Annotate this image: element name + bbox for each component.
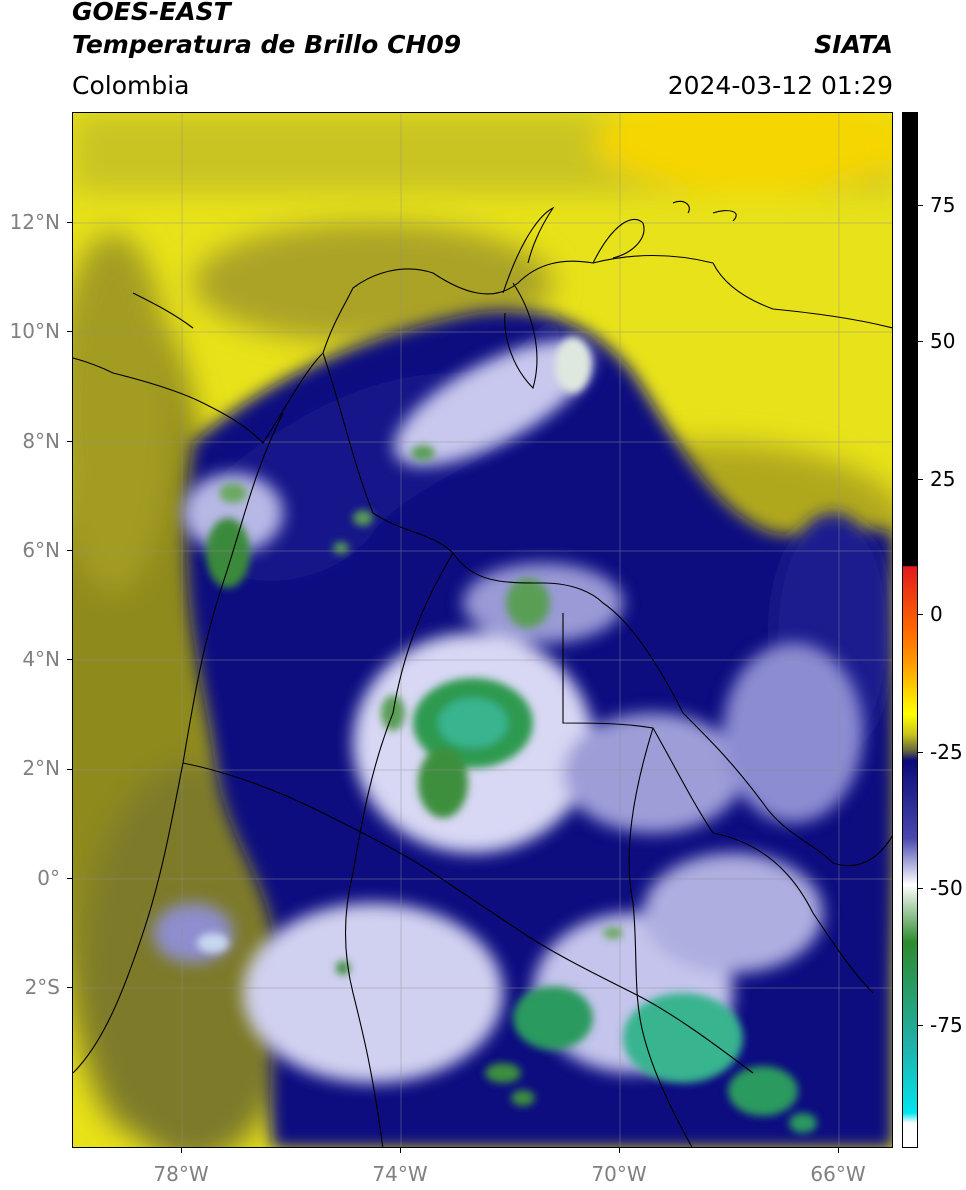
lat-label-4n: 4°N	[22, 647, 60, 671]
colorbar-label-25: 25	[930, 467, 956, 491]
graticule	[73, 113, 892, 1147]
lat-tick	[67, 441, 72, 442]
lat-tick	[67, 878, 72, 879]
colorbar-tick	[918, 614, 923, 615]
lon-label-78w: 78°W	[153, 1162, 209, 1186]
satellite-title: GOES-EAST	[72, 0, 231, 26]
lat-label-6n: 6°N	[22, 538, 60, 562]
lat-label-2n: 2°N	[22, 756, 60, 780]
lat-tick	[67, 659, 72, 660]
region-label: Colombia	[72, 71, 190, 100]
colorbar-label-0: 0	[930, 602, 943, 626]
lat-tick	[67, 550, 72, 551]
satellite-map[interactable]	[72, 112, 893, 1148]
lat-label-10n: 10°N	[9, 319, 60, 343]
colorbar-tick	[918, 205, 923, 206]
organization-label: SIATA	[814, 30, 893, 59]
lon-tick	[619, 1148, 620, 1153]
colorbar-gradient	[903, 113, 917, 1147]
lon-tick	[181, 1148, 182, 1153]
lon-label-70w: 70°W	[591, 1162, 647, 1186]
lon-tick	[400, 1148, 401, 1153]
colorbar-tick	[918, 752, 923, 753]
lat-label-2s: 2°S	[24, 975, 60, 999]
lat-tick	[67, 987, 72, 988]
lon-label-74w: 74°W	[372, 1162, 428, 1186]
lat-label-8n: 8°N	[22, 429, 60, 453]
colorbar-label-75: 75	[930, 193, 956, 217]
colorbar-tick	[918, 479, 923, 480]
boundaries	[73, 200, 892, 1147]
colorbar-label-50: 50	[930, 329, 956, 353]
colorbar-tick	[918, 888, 923, 889]
lat-tick	[67, 769, 72, 770]
colorbar-label-minus75: -75	[930, 1013, 963, 1037]
colorbar	[902, 112, 918, 1148]
colorbar-tick	[918, 1025, 923, 1026]
coldest-cores	[197, 337, 817, 1133]
colorbar-label-minus50: -50	[930, 876, 963, 900]
colorbar-label-minus25: -25	[930, 740, 963, 764]
colorbar-tick	[918, 341, 923, 342]
lat-tick	[67, 331, 72, 332]
datetime-label: 2024-03-12 01:29	[667, 71, 893, 100]
lat-tick	[67, 222, 72, 223]
lat-label-0: 0°	[37, 866, 60, 890]
lat-label-12n: 12°N	[9, 210, 60, 234]
lon-label-66w: 66°W	[810, 1162, 866, 1186]
lon-tick	[838, 1148, 839, 1153]
product-title: Temperatura de Brillo CH09	[72, 30, 462, 59]
